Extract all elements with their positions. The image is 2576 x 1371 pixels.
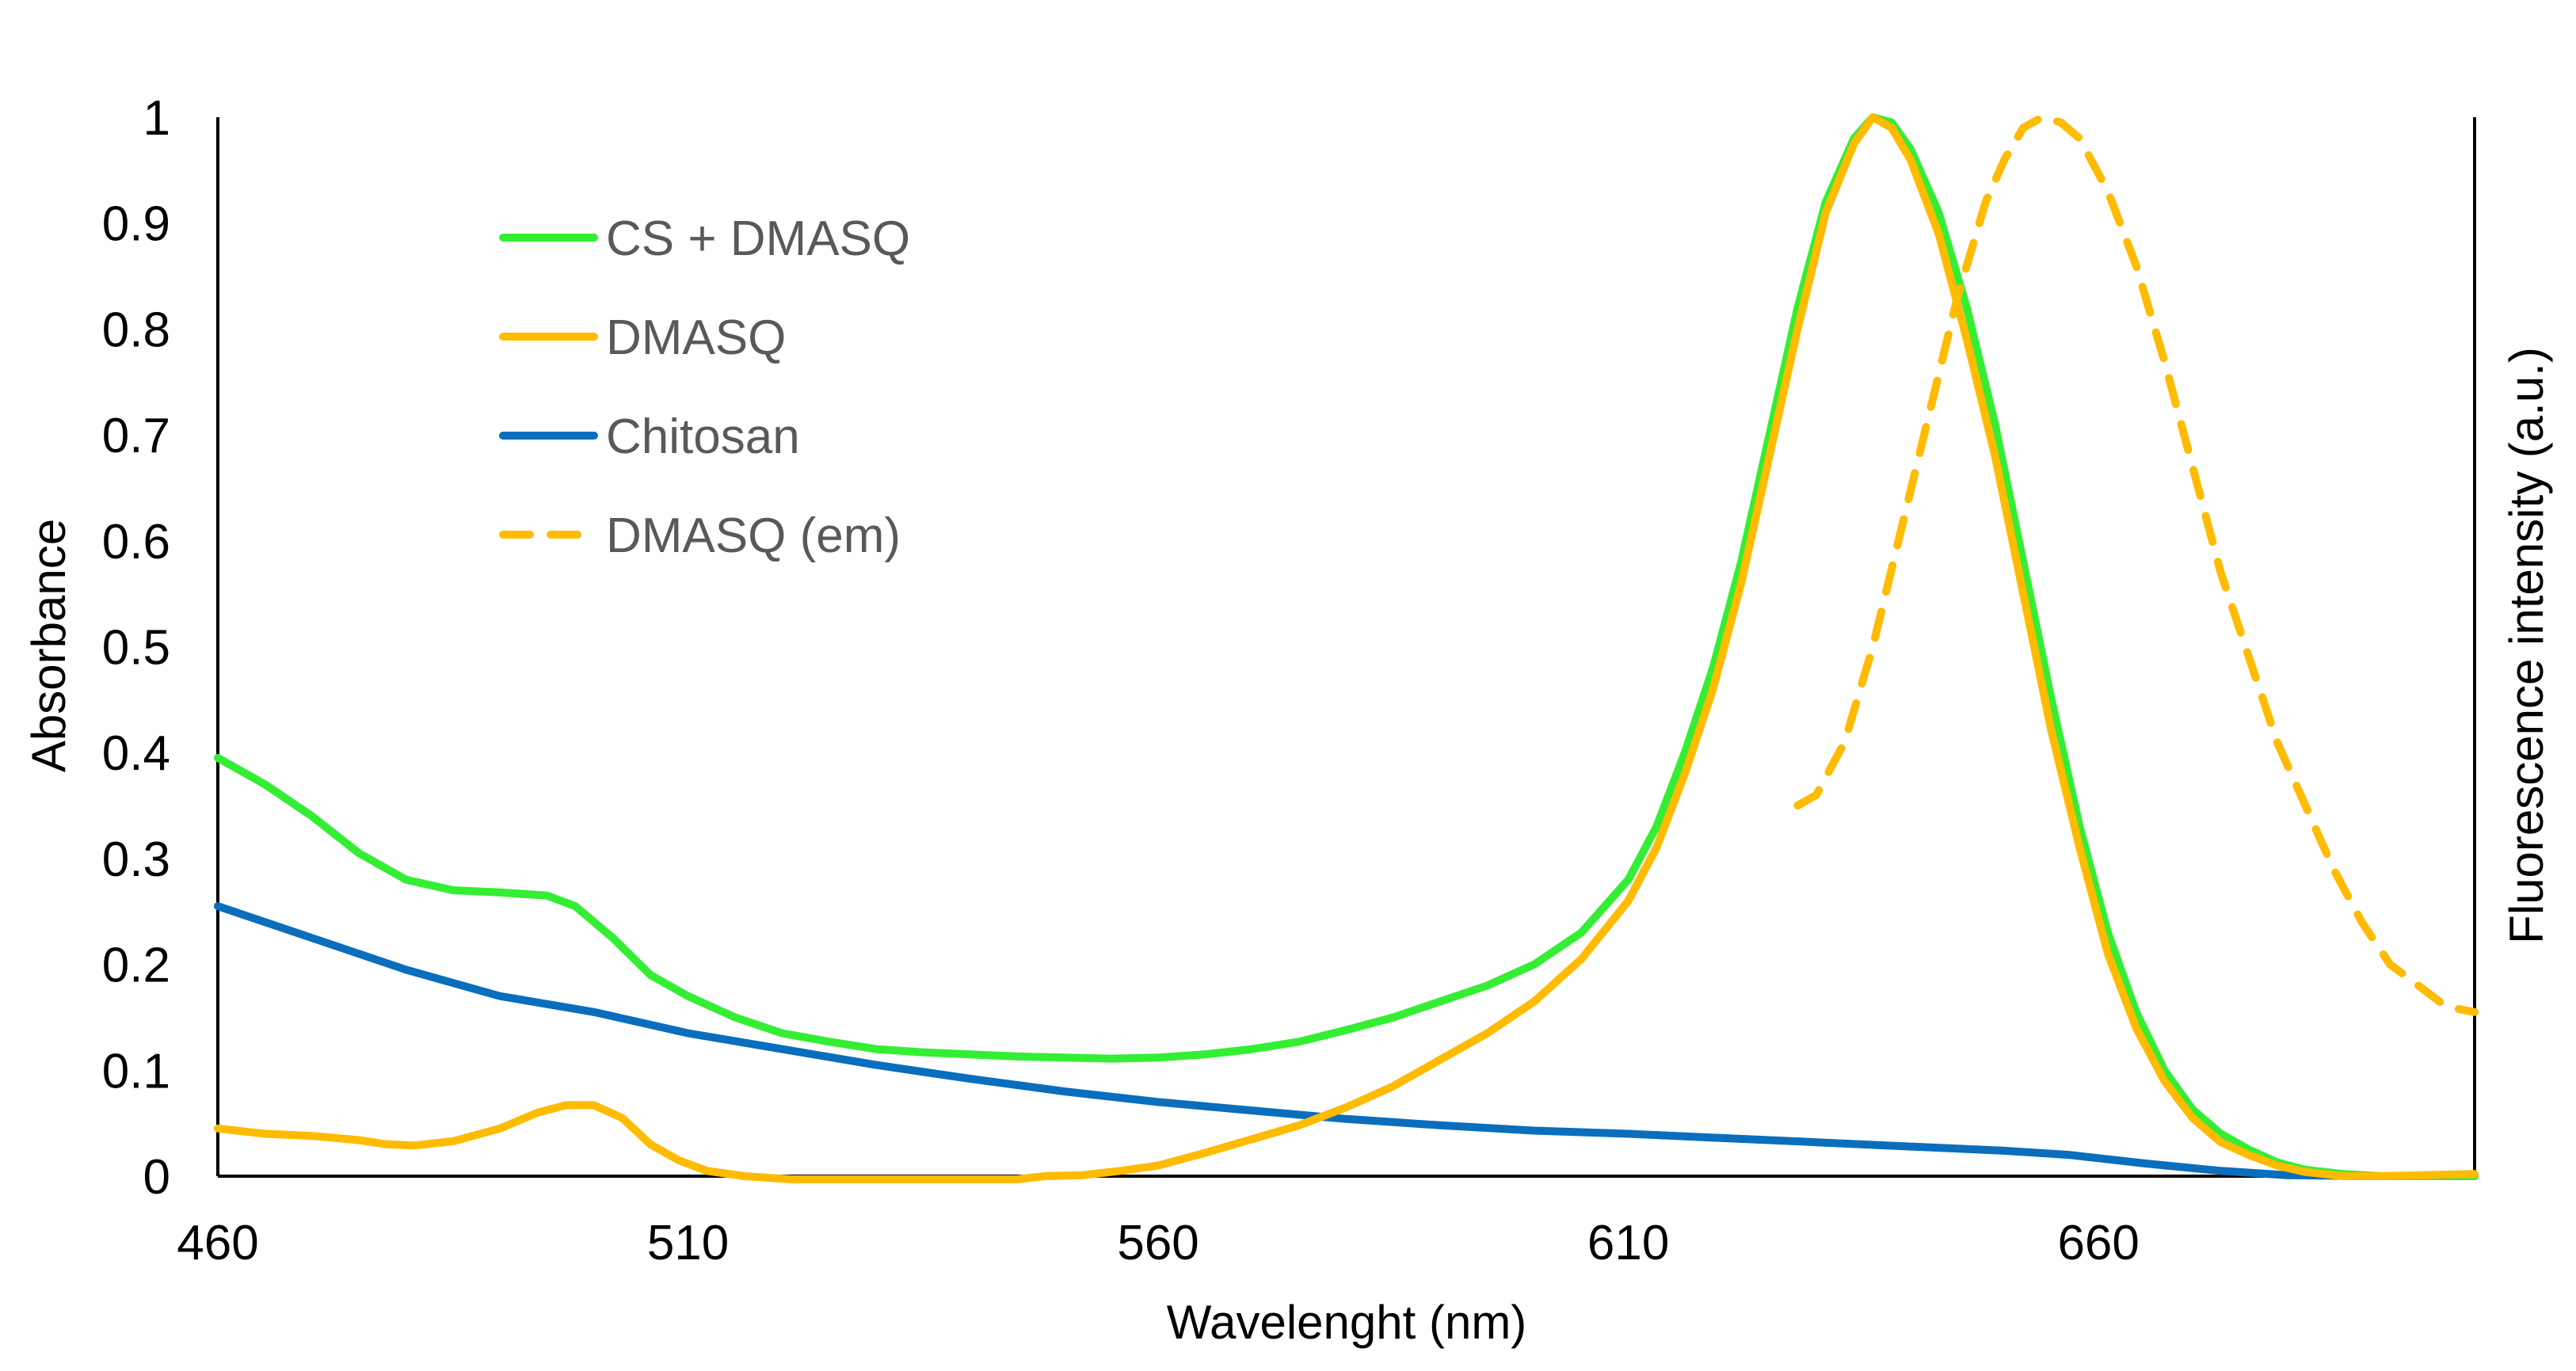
y-tick-labels: 0 0.1 0.2 0.3 0.4 0.5 0.6 0.7 0.8 0.9 1: [102, 91, 170, 1205]
y-tick-label: 0.8: [102, 303, 170, 357]
y-tick-label: 0.3: [102, 832, 170, 887]
y-tick-label: 0.9: [102, 197, 170, 252]
y-tick-label: 0.6: [102, 515, 170, 569]
x-tick-label: 560: [1117, 1216, 1198, 1270]
y-tick-label: 0: [143, 1150, 170, 1205]
x-tick-labels: 460 510 560 610 660: [177, 1216, 2140, 1270]
y-tick-label: 0.5: [102, 621, 170, 676]
y-tick-label: 0.1: [102, 1044, 170, 1099]
y-tick-label: 0.4: [102, 726, 170, 781]
x-tick-label: 660: [2057, 1216, 2139, 1270]
y-tick-label: 0.7: [102, 409, 170, 463]
legend-label: DMASQ (em): [606, 508, 901, 563]
series-layer: [214, 113, 2479, 1183]
legend: CS + DMASQ DMASQ Chitosan DMASQ (em): [499, 211, 910, 563]
y-tick-label: 1: [143, 91, 170, 146]
series-line-dmasq-em: [1793, 113, 2479, 1016]
x-tick-label: 510: [647, 1216, 729, 1270]
series-line-dmasq: [214, 113, 2479, 1183]
y-axis-title: Absorbance: [22, 519, 75, 772]
y2-axis-title: Fluorescence intensity (a.u.): [2500, 347, 2553, 944]
legend-label: Chitosan: [606, 409, 800, 464]
x-axis-title: Wavelenght (nm): [1167, 1296, 1527, 1349]
y-tick-label: 0.2: [102, 939, 170, 993]
x-tick-label: 460: [177, 1216, 258, 1270]
legend-label: DMASQ: [606, 310, 786, 365]
series-line-chitosan: [214, 902, 2479, 1180]
legend-label: CS + DMASQ: [606, 211, 910, 266]
x-tick-label: 610: [1587, 1216, 1669, 1270]
series-line-cs-dmasq: [214, 113, 2479, 1180]
